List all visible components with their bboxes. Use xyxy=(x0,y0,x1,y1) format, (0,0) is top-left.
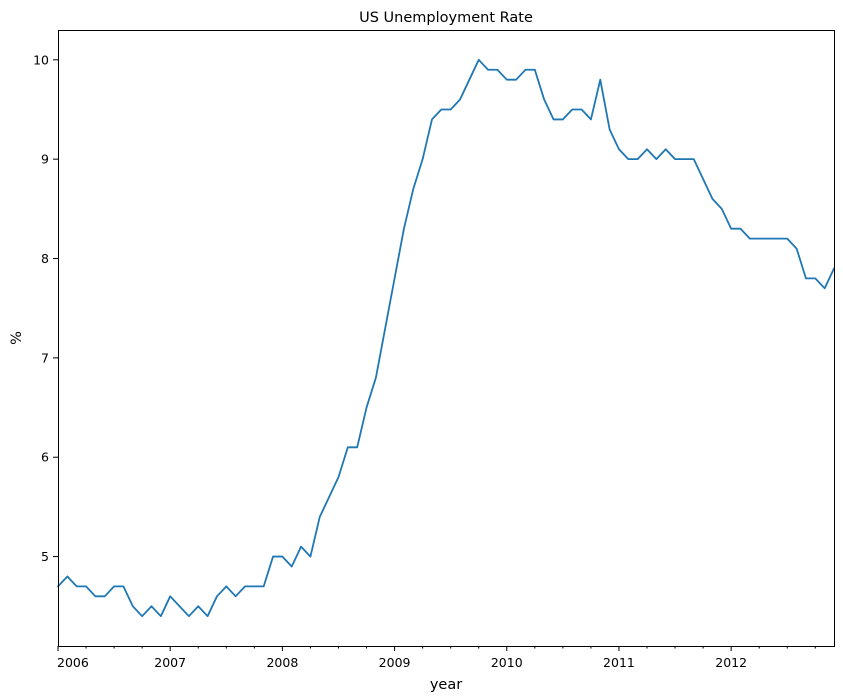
x-tick-label: 2008 xyxy=(266,655,298,670)
y-tick-label: 5 xyxy=(41,549,49,564)
x-tick-label: 2012 xyxy=(715,655,747,670)
x-tick-label: 2009 xyxy=(379,655,411,670)
x-tick-label: 2006 xyxy=(57,655,89,670)
y-tick-label: 9 xyxy=(41,152,49,167)
x-axis: 2006 2007 2008 2009 2010 2011 2012 xyxy=(57,646,816,670)
x-tick-label: 2007 xyxy=(154,655,186,670)
plot-frame xyxy=(58,30,835,647)
y-axis-label: % xyxy=(9,331,25,345)
x-axis-label: year xyxy=(430,677,462,693)
y-tick-label: 6 xyxy=(41,450,49,465)
x-tick-label: 2010 xyxy=(491,655,523,670)
y-tick-label: 7 xyxy=(41,350,49,365)
chart-title: US Unemployment Rate xyxy=(359,10,533,26)
y-axis: 5 6 7 8 9 10 xyxy=(33,52,58,564)
unemployment-rate-line xyxy=(57,58,835,618)
y-tick-label: 8 xyxy=(41,251,49,266)
y-tick-label: 10 xyxy=(33,52,49,67)
x-tick-label: 2011 xyxy=(603,655,635,670)
